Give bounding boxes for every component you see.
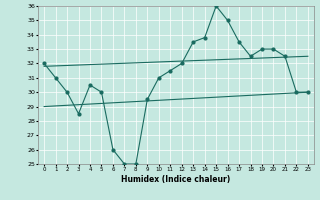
X-axis label: Humidex (Indice chaleur): Humidex (Indice chaleur) xyxy=(121,175,231,184)
